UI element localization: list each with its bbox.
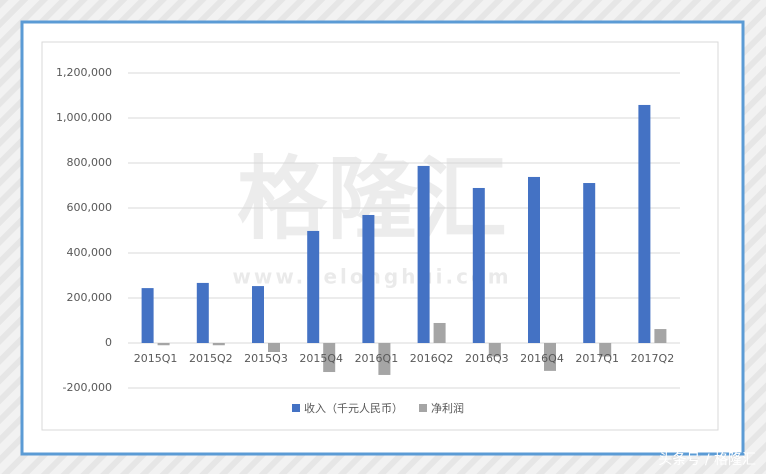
bar <box>378 343 391 375</box>
bar <box>157 343 170 346</box>
bar <box>417 165 430 343</box>
bar <box>544 343 556 371</box>
y-tick-label: -200,000 <box>63 381 112 394</box>
bar <box>654 329 667 343</box>
bar <box>196 282 209 343</box>
y-tick-label: 600,000 <box>67 201 113 214</box>
x-tick-label: 2017Q2 <box>631 352 675 365</box>
source-mark: 头条号 / 格隆汇 <box>658 451 756 468</box>
bar <box>307 230 320 343</box>
bar <box>141 288 154 343</box>
bar <box>212 343 225 346</box>
legend-label: 收入（千元人民币） <box>304 401 403 415</box>
y-tick-label: 200,000 <box>67 291 113 304</box>
bar <box>362 214 375 343</box>
bar <box>472 187 485 343</box>
x-tick-label: 2015Q2 <box>189 352 233 365</box>
x-tick-label: 2016Q3 <box>465 352 509 365</box>
bar <box>268 343 280 352</box>
bar <box>583 183 596 343</box>
bar <box>433 322 446 343</box>
x-tick-label: 2017Q1 <box>575 352 619 365</box>
bar <box>488 343 501 357</box>
bar <box>599 343 612 357</box>
x-tick-label: 2015Q1 <box>134 352 178 365</box>
plot: -200,000 0 200,000 400,000 600,000 800,000 1,0… <box>56 66 680 415</box>
bar <box>323 343 336 373</box>
y-tick-label: 800,000 <box>67 156 113 169</box>
y-tick-label: 0 <box>105 336 112 349</box>
legend-label: 净利润 <box>431 401 464 415</box>
bar <box>252 286 264 343</box>
bar <box>528 176 540 343</box>
y-tick-label: 1,200,000 <box>56 66 112 79</box>
legend-swatch <box>292 404 300 412</box>
x-tick-label: 2015Q3 <box>244 352 288 365</box>
y-tick-label: 400,000 <box>67 246 113 259</box>
x-tick-label: 2016Q2 <box>410 352 454 365</box>
x-tick-label: 2016Q4 <box>520 352 564 365</box>
x-tick-label: 2015Q4 <box>299 352 343 365</box>
x-tick-label: 2016Q1 <box>355 352 399 365</box>
bar <box>638 104 651 343</box>
y-tick-label: 1,000,000 <box>56 111 112 124</box>
legend-swatch <box>419 404 427 412</box>
